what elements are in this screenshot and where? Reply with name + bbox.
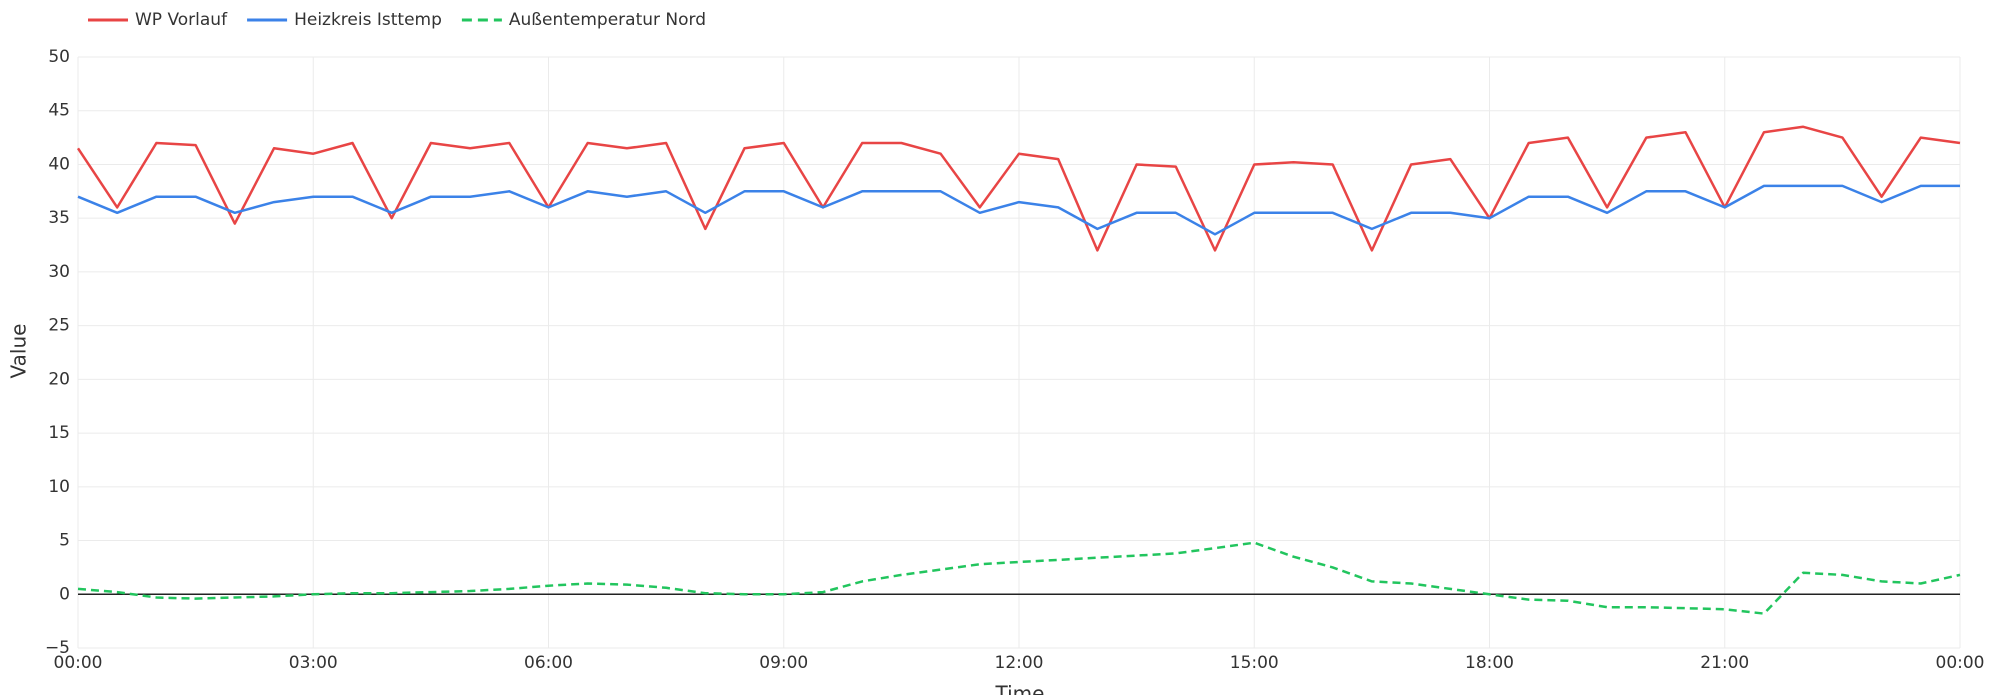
x-tick-label: 18:00	[1465, 653, 1514, 673]
y-tick-label: 30	[48, 262, 70, 282]
y-tick-label: 45	[48, 101, 70, 121]
y-tick-label: 20	[48, 369, 70, 389]
x-tick-label: 03:00	[289, 653, 338, 673]
y-tick-label: 25	[48, 316, 70, 336]
series-line	[77, 184, 1960, 236]
series-line	[76, 125, 1961, 252]
y-tick-label: 40	[48, 154, 70, 174]
legend-label: WP Vorlauf	[135, 10, 228, 30]
legend-label: Außentemperatur Nord	[509, 10, 706, 30]
y-tick-label: 15	[48, 423, 70, 443]
x-tick-label: 21:00	[1700, 653, 1749, 673]
legend-label: Heizkreis Isttemp	[294, 10, 442, 30]
x-tick-label: 00:00	[1936, 653, 1985, 673]
x-tick-label: 00:00	[54, 653, 103, 673]
y-tick-label: 10	[48, 477, 70, 497]
x-tick-label: 15:00	[1230, 653, 1279, 673]
y-tick-label: 50	[48, 47, 70, 67]
y-tick-label: 35	[48, 208, 70, 228]
x-tick-label: 09:00	[759, 653, 808, 673]
y-tick-label: 0	[59, 584, 70, 604]
y-tick-label: −5	[45, 638, 70, 658]
x-tick-label: 12:00	[995, 653, 1044, 673]
x-axis-label: Time	[995, 682, 1045, 696]
y-tick-label: 5	[59, 531, 70, 551]
y-axis-label: Value	[7, 324, 31, 379]
x-tick-label: 06:00	[524, 653, 573, 673]
series-line	[77, 541, 1961, 615]
